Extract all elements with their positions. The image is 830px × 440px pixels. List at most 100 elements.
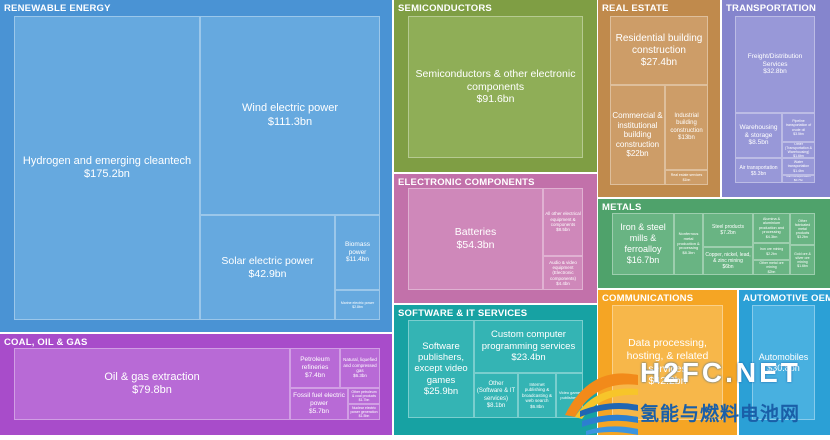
tile-solar-electric-power[interactable]: Solar electric power $42.9bn xyxy=(200,215,335,320)
tile-software-publishers-except-video-games[interactable]: Software publishers, except video games $… xyxy=(408,320,474,418)
tile-label: Automobiles xyxy=(758,351,809,362)
tile-other-fabricated-metal-products[interactable]: Other fabricated metal products $3.2bn xyxy=(790,213,815,245)
tile-batteries[interactable]: Batteries $54.3bn xyxy=(408,188,543,290)
tile-value: $42.2bn xyxy=(648,375,687,388)
tile-value: $1.5bn xyxy=(358,414,370,419)
tile-all-other-electrical-equipment-components[interactable]: All other electrical equipment & compone… xyxy=(543,188,583,256)
tile-commercial-institutional-building-construction[interactable]: Commercial & institutional building cons… xyxy=(610,85,665,185)
sector-title: REAL ESTATE xyxy=(602,3,669,14)
tile-label: Air transportation xyxy=(739,164,778,171)
tile-value: $2bn xyxy=(767,269,776,274)
tile-value: $1.7bn xyxy=(358,398,370,403)
tile-value: $4.3bn xyxy=(765,234,778,239)
tile-audio-video-equipment-electronic-components[interactable]: Audio & video equipment (Electronic comp… xyxy=(543,256,583,290)
tile-value: $16.7bn xyxy=(626,254,660,265)
tile-other-transportation-warehousing[interactable]: Other (Transportation & Warehousing) $1.6… xyxy=(782,142,815,158)
tile-value: $3.2bn xyxy=(797,235,808,240)
tile-automobiles[interactable]: Automobiles $30.8bn xyxy=(752,305,815,420)
tile-label: Batteries xyxy=(454,226,497,239)
tile-value: $7.4bn xyxy=(305,371,325,379)
tile-value: $27.4bn xyxy=(640,56,678,68)
tile-label: Oil & gas extraction xyxy=(104,370,200,383)
tile-label: Nonferrous metal production & processing xyxy=(677,231,700,251)
tile-label: Other (Software & IT services) xyxy=(476,381,516,402)
tile-iron-ore-mining[interactable]: Iron ore mining $2.2bn xyxy=(753,243,790,260)
tile-value: $5.3bn xyxy=(750,170,767,177)
tile-label: Biomass power xyxy=(345,240,370,256)
tile-custom-computer-programming-services[interactable]: Custom computer programming services $23.… xyxy=(474,320,583,373)
tile-residential-building-construction[interactable]: Residential building construction $27.4bn xyxy=(610,16,708,85)
tile-value: $6.3bn xyxy=(353,373,367,379)
sector-title: AUTOMOTIVE OEM xyxy=(743,293,830,304)
tile-label: Rail transportation xyxy=(786,175,811,179)
tile-label: Software publishers, except video games xyxy=(414,340,468,386)
tile-freight-distribution-services[interactable]: Freight/Distribution Services $32.8bn xyxy=(735,16,815,113)
tile-real-estate-services[interactable]: Real estate services $1bn xyxy=(665,170,708,185)
tile-semiconductors-other-electronic-components[interactable]: Semiconductors & other electronic compon… xyxy=(408,16,583,158)
tile-fossil-fuel-electric-power[interactable]: Fossil fuel electric power $5.7bn xyxy=(290,388,348,420)
tile-value: $8.5bn xyxy=(748,139,769,147)
tile-warehousing-storage[interactable]: Warehousing & storage $8.5bn xyxy=(735,113,782,158)
tile-value: $32.8bn xyxy=(763,68,787,76)
tile-label: Iron ore mining xyxy=(759,247,784,252)
tile-value: $111.3bn xyxy=(267,115,313,128)
tile-marine-electric-power[interactable]: Marine electric power $2.8bn xyxy=(335,290,380,320)
sector-title: COAL, OIL & GAS xyxy=(4,337,88,348)
tile-label: Nuclear electric power generation xyxy=(350,405,378,414)
tile-value: $1.6bn xyxy=(793,154,804,158)
tile-nonferrous-metal-production-processing[interactable]: Nonferrous metal production & processing… xyxy=(674,213,703,275)
tile-other-petroleum-coal-products[interactable]: Other petroleum & coal products $1.7bn xyxy=(348,388,380,404)
tile-value: $91.6bn xyxy=(476,93,515,106)
sector-title: SOFTWARE & IT SERVICES xyxy=(398,308,528,319)
tile-steel-products[interactable]: Steel products $7.2bn xyxy=(703,213,753,247)
tile-label: Petroleum refineries xyxy=(300,356,330,372)
tile-hydrogen-and-emerging-cleantech[interactable]: Hydrogen and emerging cleantech $175.2bn xyxy=(14,16,200,320)
tile-value: $23.4bn xyxy=(511,352,546,364)
tile-nuclear-electric-power-generation[interactable]: Nuclear electric power generation $1.5bn xyxy=(348,404,380,420)
tile-label: Real estate services xyxy=(670,173,703,178)
tile-label: Marine electric power xyxy=(340,300,375,305)
sector-title: COMMUNICATIONS xyxy=(602,293,694,304)
tile-value: $0.7bn xyxy=(793,178,804,182)
tile-label: Other petroleum & coal products xyxy=(351,389,377,398)
tile-label: Industrial building construction xyxy=(670,113,703,134)
tile-value: $1bn xyxy=(682,177,691,182)
tile-label: Iron & steel mills & ferroalloy xyxy=(620,222,666,254)
sector-title: ELECTRONIC COMPONENTS xyxy=(398,177,535,188)
tile-label: Steel products xyxy=(712,224,744,230)
tile-rail-transportation[interactable]: Rail transportation $0.7bn xyxy=(782,175,815,183)
tile-data-processing-hosting-related-services[interactable]: Data processing, hosting, & related serv… xyxy=(612,305,723,420)
tile-value: $2.8bn xyxy=(352,305,363,309)
tile-label: Alumina & aluminium production and proce… xyxy=(758,216,785,235)
tile-value: $7.2bn xyxy=(720,230,736,236)
tile-value: $8.3bn xyxy=(682,250,695,256)
tile-air-transportation[interactable]: Air transportation $5.3bn xyxy=(735,158,782,183)
tile-label: Natural, liquefied and compressed gas xyxy=(343,357,377,373)
tile-iron-steel-mills-ferroalloy[interactable]: Iron & steel mills & ferroalloy $16.7bn xyxy=(612,213,674,275)
tile-pipeline-transportation-of-crude-oil[interactable]: Pipeline transportation of crude oil $3.5… xyxy=(782,113,815,142)
tile-water-transportation[interactable]: Water transportation $1.4bn xyxy=(782,158,815,175)
tile-oil-gas-extraction[interactable]: Oil & gas extraction $79.8bn xyxy=(14,348,290,420)
tile-label: Other (Transportation & Warehousing) xyxy=(785,142,812,154)
tile-video-game-publishers[interactable]: Video game publishers xyxy=(556,373,583,418)
tile-other-metal-ore-mining[interactable]: Other metal ore mining $2bn xyxy=(753,260,790,275)
tile-gold-ore-silver-ore-mining[interactable]: Gold ore & silver ore mining $1.6bn xyxy=(790,245,815,275)
tile-industrial-building-construction[interactable]: Industrial building construction $13bn xyxy=(665,85,708,170)
tile-label: Internet publishing & broadcasting & web… xyxy=(521,382,553,404)
sector-title: SEMICONDUCTORS xyxy=(398,3,492,14)
tile-internet-publishing-broadcasting-web-search[interactable]: Internet publishing & broadcasting & web… xyxy=(518,373,556,418)
tile-other-software-it-services[interactable]: Other (Software & IT services) $8.1bn xyxy=(474,373,518,418)
tile-value: $2.2bn xyxy=(766,251,777,256)
tile-biomass-power[interactable]: Biomass power $11.4bn xyxy=(335,215,380,290)
tile-value: $8.1bn xyxy=(486,402,506,409)
tile-natural-liquefied-and-compressed-gas[interactable]: Natural, liquefied and compressed gas $6.… xyxy=(340,348,380,388)
tile-petroleum-refineries[interactable]: Petroleum refineries $7.4bn xyxy=(290,348,340,388)
tile-copper-nickel-lead-zinc-mining[interactable]: Copper, nickel, lead, & zinc mining $6bn xyxy=(703,247,753,275)
tile-label: Solar electric power xyxy=(221,254,314,267)
tile-label: Warehousing & storage xyxy=(739,123,778,139)
tile-wind-electric-power[interactable]: Wind electric power $111.3bn xyxy=(200,16,380,215)
tile-alumina-aluminium-production-and-processing[interactable]: Alumina & aluminium production and proce… xyxy=(753,213,790,243)
tile-label: Other fabricated metal products xyxy=(794,218,811,236)
tile-label: Video game publishers xyxy=(558,389,581,400)
tile-value: $42.9bn xyxy=(248,267,287,280)
